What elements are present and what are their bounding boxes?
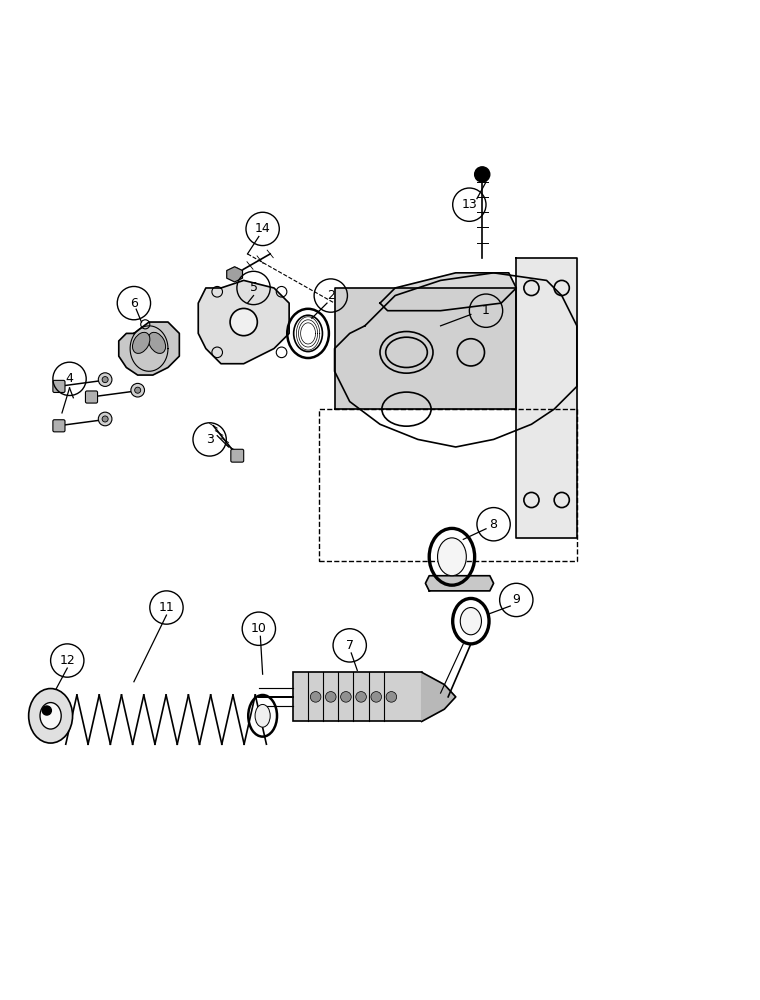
Circle shape: [98, 412, 112, 426]
Ellipse shape: [255, 704, 271, 727]
Ellipse shape: [461, 608, 482, 635]
Circle shape: [98, 373, 112, 386]
Circle shape: [102, 377, 108, 383]
Text: 13: 13: [461, 198, 477, 211]
Circle shape: [310, 692, 321, 702]
Circle shape: [131, 383, 144, 397]
Polygon shape: [119, 322, 179, 375]
Polygon shape: [226, 267, 242, 282]
Bar: [293, 672, 422, 721]
Circle shape: [135, 387, 141, 393]
Circle shape: [230, 308, 258, 336]
Circle shape: [371, 692, 382, 702]
Text: 8: 8: [489, 518, 498, 531]
Text: 9: 9: [512, 593, 521, 606]
Ellipse shape: [148, 332, 166, 353]
Polygon shape: [380, 273, 516, 311]
FancyBboxPatch shape: [231, 449, 244, 462]
Polygon shape: [426, 576, 493, 591]
Ellipse shape: [438, 538, 467, 576]
Polygon shape: [422, 672, 456, 721]
FancyBboxPatch shape: [53, 420, 65, 432]
Ellipse shape: [132, 332, 150, 353]
Polygon shape: [516, 258, 577, 538]
Circle shape: [475, 167, 489, 182]
Polygon shape: [198, 280, 289, 364]
Text: 7: 7: [346, 639, 353, 652]
Circle shape: [43, 706, 52, 715]
FancyBboxPatch shape: [85, 391, 97, 403]
Text: 11: 11: [159, 601, 174, 614]
Circle shape: [102, 416, 108, 422]
Text: 5: 5: [249, 281, 258, 294]
Circle shape: [325, 692, 336, 702]
Text: 12: 12: [59, 654, 75, 667]
Circle shape: [356, 692, 366, 702]
Bar: [319, 409, 577, 561]
Text: 3: 3: [206, 433, 214, 446]
Text: 2: 2: [327, 289, 334, 302]
Circle shape: [340, 692, 351, 702]
Text: 6: 6: [130, 297, 138, 310]
Text: 1: 1: [482, 304, 490, 317]
Circle shape: [386, 692, 397, 702]
Ellipse shape: [29, 689, 72, 743]
Text: 10: 10: [251, 622, 267, 635]
Text: 4: 4: [65, 372, 74, 385]
Ellipse shape: [40, 703, 62, 729]
Polygon shape: [334, 288, 516, 409]
FancyBboxPatch shape: [53, 380, 65, 392]
Text: 14: 14: [255, 222, 271, 235]
